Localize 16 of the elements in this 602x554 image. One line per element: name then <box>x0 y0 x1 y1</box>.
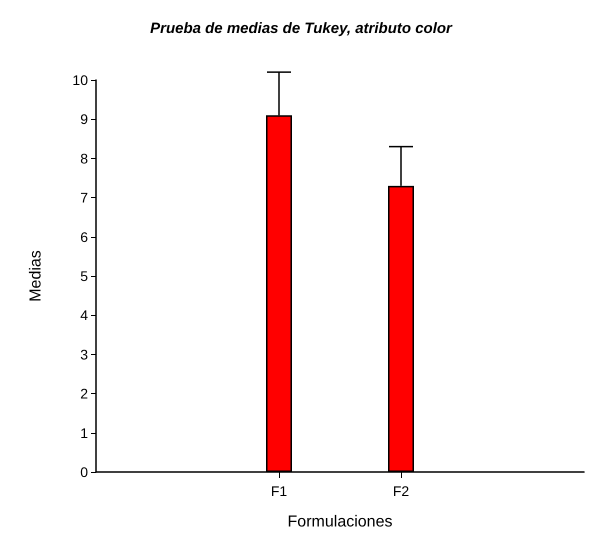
y-tick-label: 7 <box>80 190 88 206</box>
y-tick-label: 1 <box>80 424 88 441</box>
y-tick-label: 8 <box>80 150 88 166</box>
y-tick-label: 4 <box>80 307 88 324</box>
chart-title: Prueba de medias de Tukey, atributo color <box>150 20 454 37</box>
y-tick-label: 9 <box>80 111 88 128</box>
x-tick-label: F2 <box>392 483 410 499</box>
y-tick-label: 6 <box>80 228 88 245</box>
x-axis-title: Formulaciones <box>288 514 392 530</box>
y-axis-title: Medias <box>28 250 44 302</box>
y-tick-label: 3 <box>80 346 88 362</box>
y-tick-label: 2 <box>80 386 88 402</box>
y-tick-label: 0 <box>80 464 88 480</box>
y-tick-label: 5 <box>80 268 88 284</box>
y-tick-label: 10 <box>72 72 88 88</box>
x-tick-label: F1 <box>270 483 288 499</box>
